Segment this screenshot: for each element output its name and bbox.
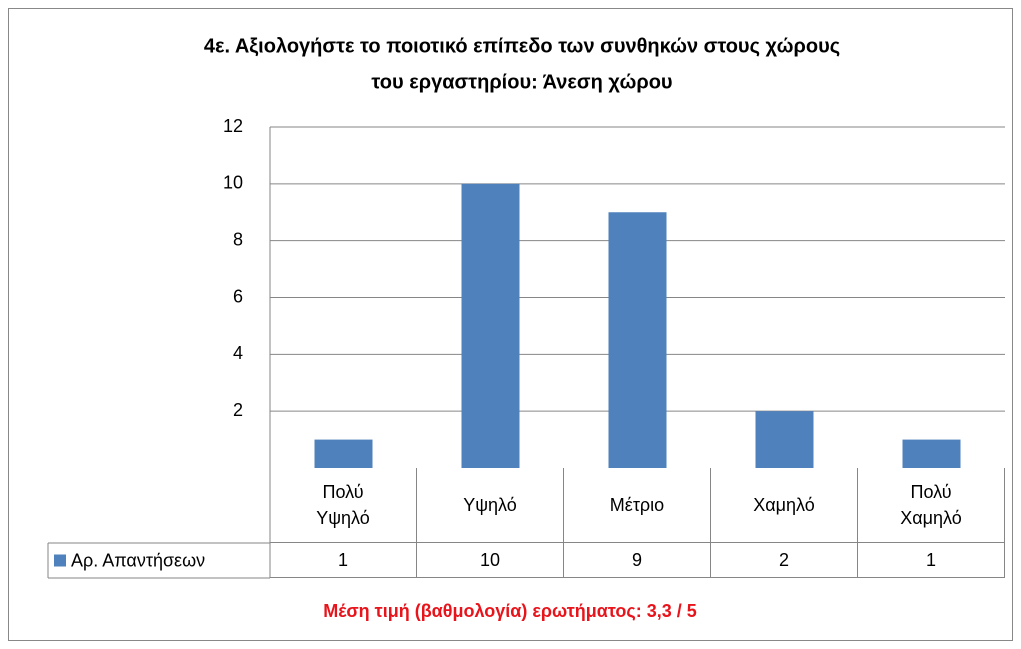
x-tick-label: Μέτριο	[564, 468, 711, 543]
bar	[755, 411, 814, 468]
bar	[608, 212, 667, 468]
y-tick-label: 12	[223, 116, 243, 136]
bar	[902, 439, 961, 468]
x-tick-label-text: Χαμηλό	[753, 495, 815, 515]
data-table-value-text: 9	[631, 550, 642, 570]
annotation: Μέση τιμή (βαθμολογία) ερωτήματος: 3,3 /…	[323, 601, 697, 621]
data-table-value: 1	[270, 543, 417, 578]
y-tick-label: 6	[233, 286, 243, 306]
bar	[314, 439, 373, 468]
x-tick-label: Υψηλό	[417, 468, 564, 543]
legend-key	[54, 554, 66, 567]
x-tick-label: Χαμηλό	[711, 468, 858, 543]
x-tick-label-text: Μέτριο	[609, 495, 665, 515]
data-table-value-text: 1	[337, 550, 348, 570]
chart-title: του εργαστηρίου: Άνεση χώρου	[371, 71, 672, 93]
legend-label: Αρ. Απαντήσεων	[71, 550, 205, 570]
data-table-value-text: 1	[925, 550, 936, 570]
data-table-value-text: 2	[778, 550, 789, 570]
y-tick-label: 10	[223, 173, 243, 193]
data-table-value: 1	[858, 543, 1005, 578]
data-table-value: 9	[564, 543, 711, 578]
x-tick-label-text: Πολύ Υψηλό	[316, 482, 370, 528]
x-tick-label: Πολύ Χαμηλό	[858, 468, 1005, 543]
x-tick-label-text: Υψηλό	[463, 495, 517, 515]
x-tick-label-text: Πολύ Χαμηλό	[900, 482, 962, 528]
data-table-value: 10	[417, 543, 564, 578]
data-table-value: 2	[711, 543, 858, 578]
bar	[461, 183, 520, 469]
chart-title: 4ε. Αξιολογήστε το ποιοτικό επίπεδο των …	[204, 35, 840, 57]
y-tick-label: 4	[233, 343, 243, 363]
x-tick-label: Πολύ Υψηλό	[270, 468, 417, 543]
y-tick-label: 2	[233, 400, 243, 420]
y-tick-label: 8	[233, 229, 243, 249]
data-table-value-text: 10	[479, 550, 501, 570]
